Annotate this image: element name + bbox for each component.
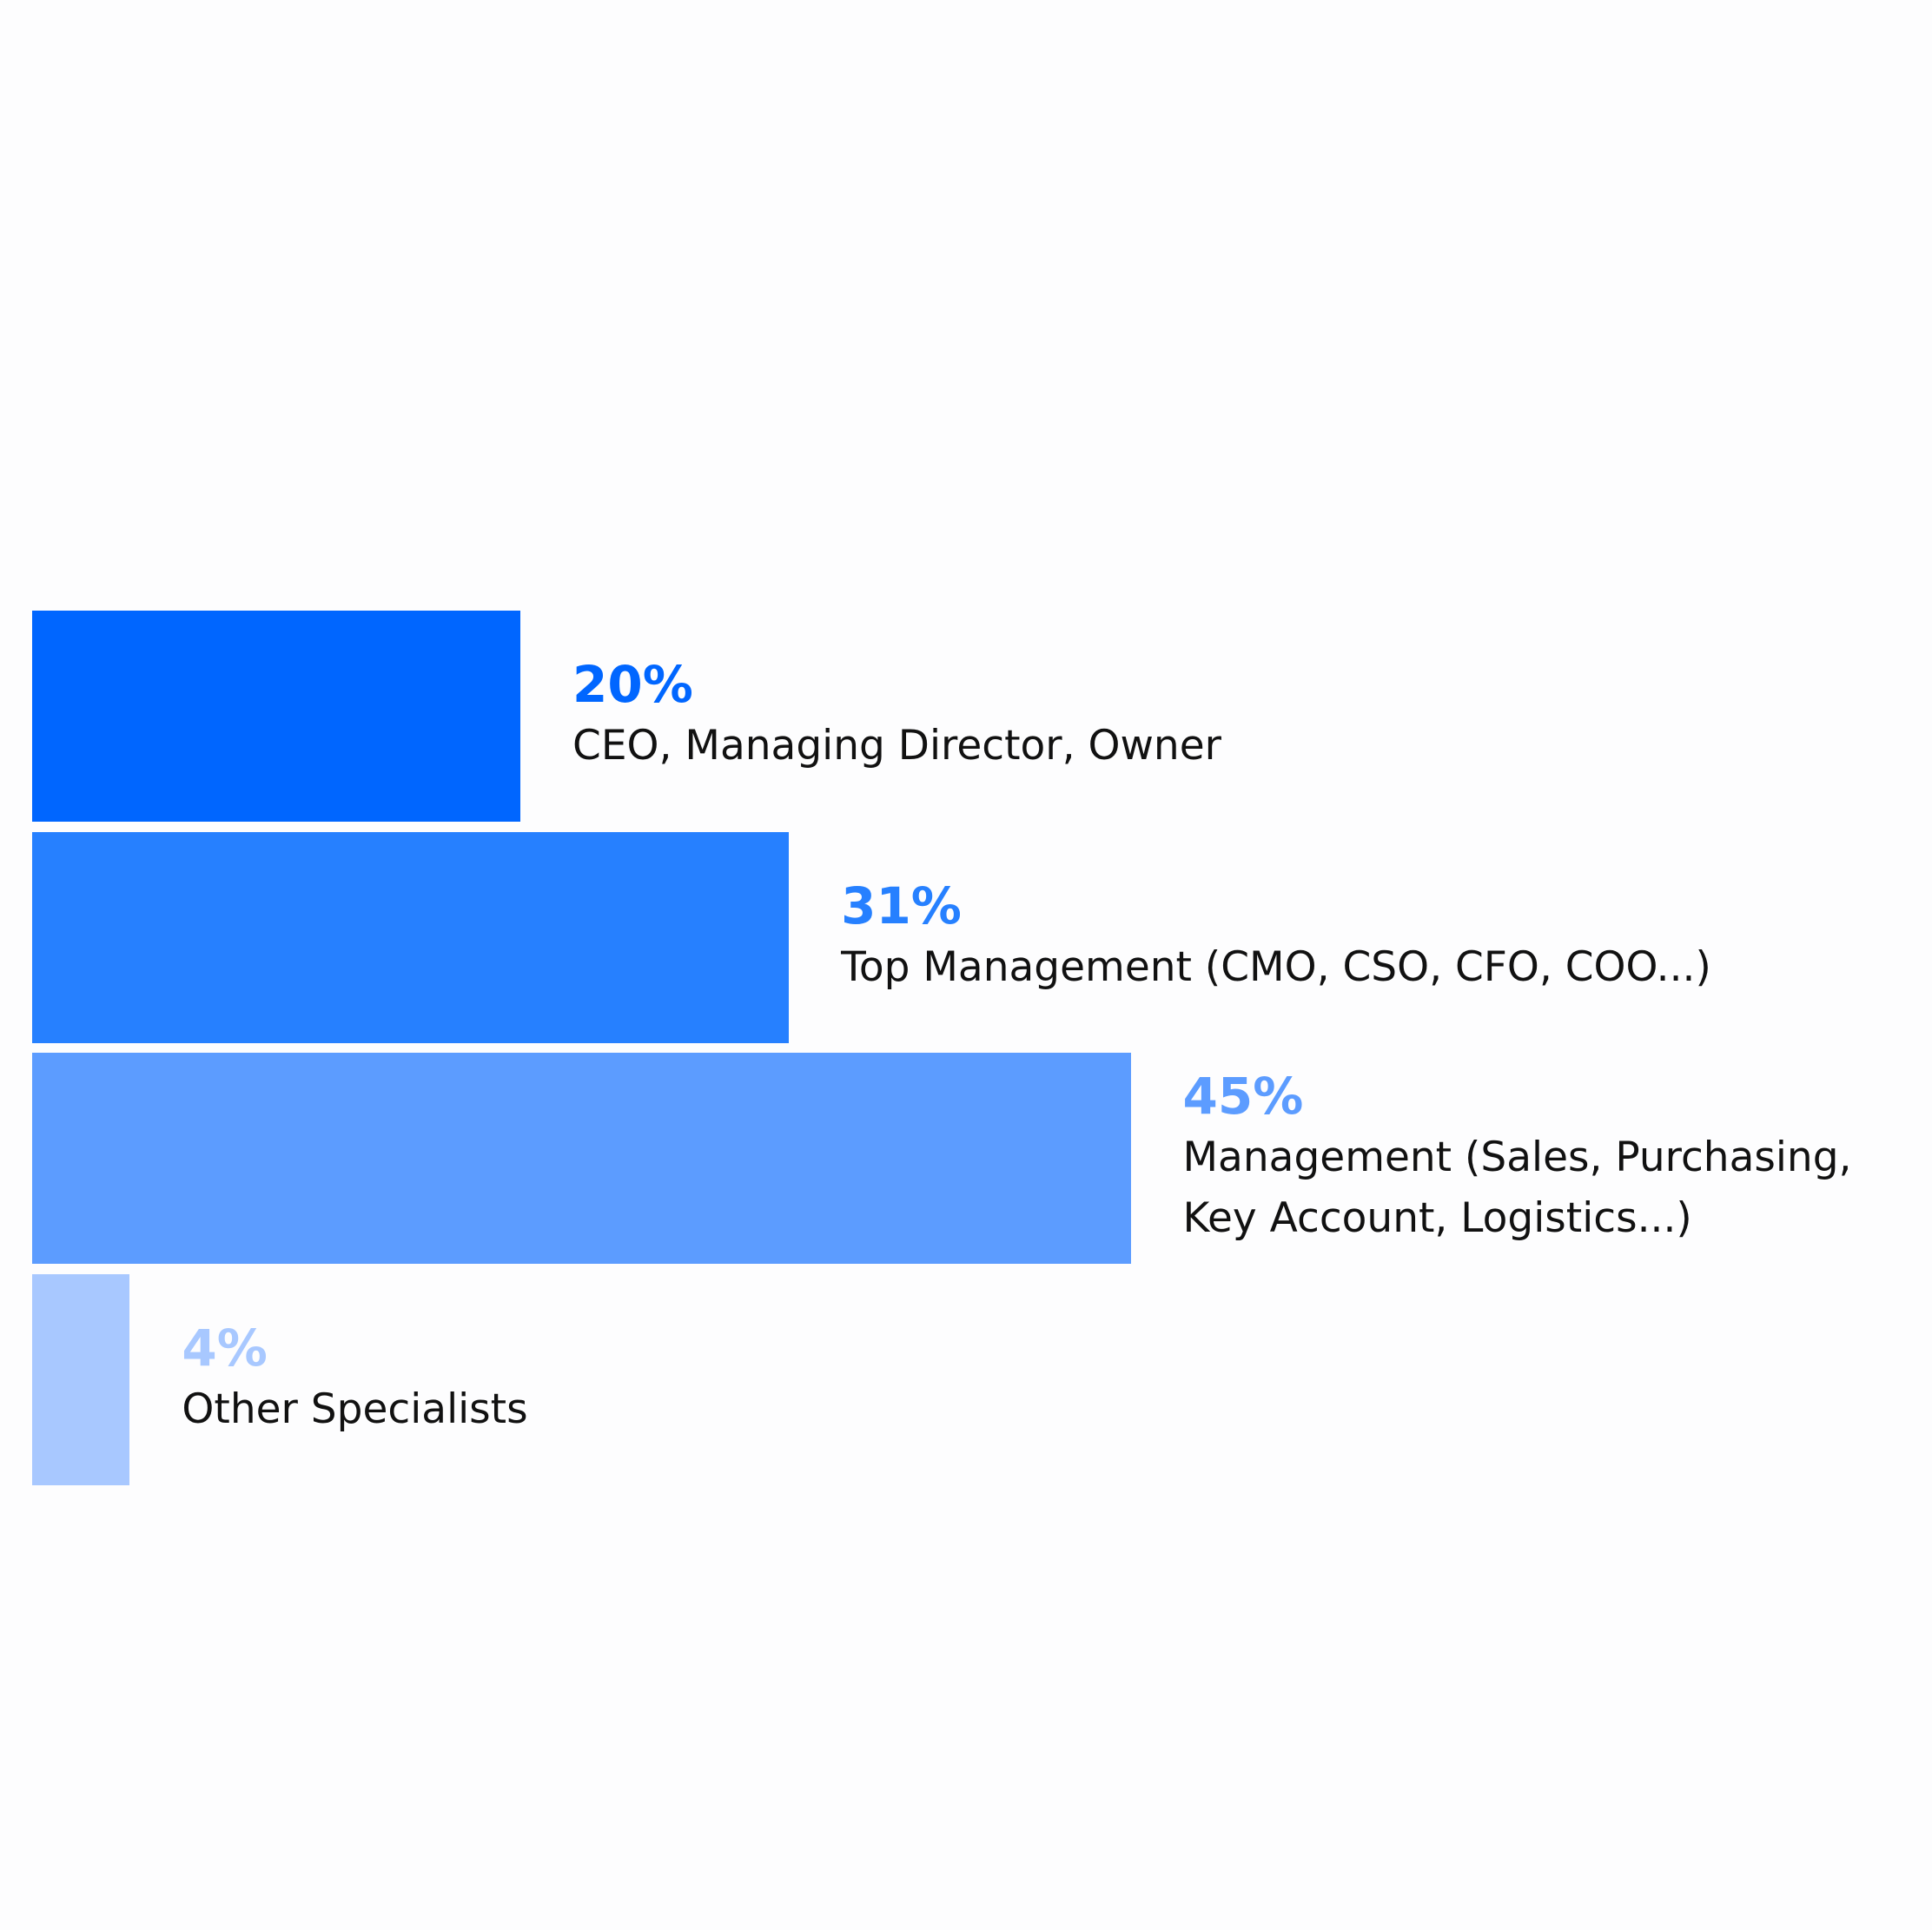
category-label: Top Management (CMO, CSO, CFO, COO...) (841, 942, 1711, 991)
value-label: 20% (572, 655, 693, 715)
bar (32, 831, 790, 1043)
category-label: Management (Sales, Purchasing, Key Accou… (1182, 1133, 1852, 1243)
bar (32, 611, 520, 822)
value-label: 45% (1182, 1067, 1304, 1127)
value-label: 4% (182, 1318, 268, 1378)
value-label: 31% (841, 876, 962, 935)
bar (32, 1053, 1131, 1264)
bar-label: 4% Other Specialists (182, 1239, 1922, 1520)
category-label: Other Specialists (182, 1385, 528, 1433)
bar (32, 1273, 130, 1485)
bar-label: 45% Management (Sales, Purchasing, Key Ac… (1183, 1018, 1922, 1299)
bar-label: 31% Top Management (CMO, CSO, CFO, COO...… (841, 797, 1922, 1078)
category-label: CEO, Managing Director, Owner (572, 722, 1221, 770)
bar-label: 20% CEO, Managing Director, Owner (572, 576, 1922, 856)
